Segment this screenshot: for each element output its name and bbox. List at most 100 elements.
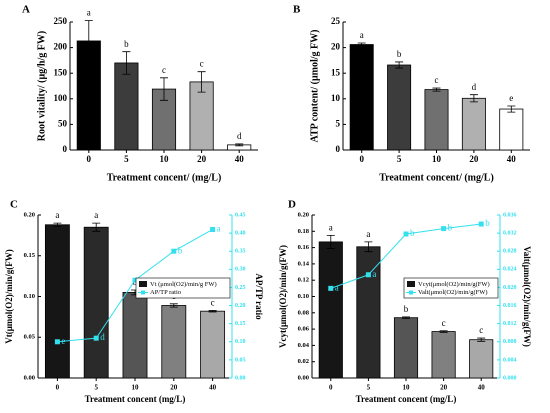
bar-letter: c (211, 297, 215, 307)
y2-tick-label: 0.05 (235, 357, 246, 363)
bar-letter: b (397, 49, 402, 59)
error-bar (122, 51, 131, 75)
point-letter: a (217, 224, 221, 234)
bar (393, 317, 419, 379)
y-tick-label: 0.05 (24, 334, 36, 341)
y-tick-label: 0.06 (298, 326, 310, 333)
x-tick-label: 20 (440, 384, 448, 392)
y2-tick-label: 0.008 (503, 339, 517, 345)
legend-swatch (407, 281, 415, 287)
point-letter: a (335, 282, 339, 292)
x-tick-label: 0 (359, 154, 364, 164)
y2-tick-label: 0.016 (503, 303, 517, 309)
y-tick-label: 0.12 (298, 277, 309, 284)
bar (499, 108, 524, 151)
y-tick-label: 20 (331, 42, 341, 52)
y-tick-label: 5 (336, 118, 341, 128)
x-tick-label: 0 (87, 154, 92, 164)
y2-tick-label: 0.032 (503, 230, 517, 236)
bar-letter: a (360, 30, 364, 40)
point-letter: a (372, 269, 376, 279)
bar-letter: c (442, 318, 446, 328)
x-axis-label: Treatment concent/ (mg/L) (107, 172, 222, 183)
x-tick-label: 20 (170, 384, 178, 392)
y-axis-label: ATP content/ (μmol/g FW) (309, 30, 320, 143)
y-tick-label: 150 (54, 67, 68, 77)
bar (424, 89, 449, 151)
y2-tick-label: 0.15 (235, 321, 246, 327)
y-tick-label: 50 (58, 118, 68, 128)
y-tick-label: 0.16 (298, 244, 310, 251)
point (478, 221, 484, 227)
y2-axis-label: AP/TP ratio (254, 273, 264, 320)
legend-swatch (139, 281, 147, 287)
bar-letter: d (472, 82, 477, 92)
bar-letter: a (329, 222, 333, 232)
legend-label: Vt (μmol(O2)/min/g FW) (150, 281, 217, 288)
y2-tick-label: 0.012 (503, 321, 517, 327)
y-axis-label: Vcyt(μmol(O2)/min/g(FW) (278, 245, 288, 348)
bar (318, 241, 343, 379)
y2-tick-label: 0.020 (503, 285, 517, 291)
error-bar (477, 337, 486, 342)
bar-letter: c (200, 59, 204, 69)
x-tick-label: 10 (432, 154, 442, 164)
bar (431, 331, 456, 379)
y-tick-label: 0.14 (298, 260, 310, 267)
x-tick-label: 0 (56, 384, 60, 392)
point (132, 277, 138, 283)
error-bar (507, 105, 516, 113)
point-letter: b (410, 228, 415, 238)
legend-label: Vcyt(μmol(O2)/min/g(FW) (418, 281, 490, 288)
error-bar (357, 42, 366, 47)
panel-label: C (10, 199, 18, 211)
panel-label: B (293, 4, 301, 16)
bar (200, 310, 226, 379)
y2-tick-label: 0.20 (235, 303, 246, 309)
error-bar (469, 94, 478, 103)
y2-axis-label: Valt(μmol(O2)/min/g(FW) (522, 246, 532, 347)
bar-letter: b (124, 39, 129, 49)
y2-tick-label: 0.000 (503, 375, 517, 381)
point-letter: e (61, 336, 65, 346)
point (54, 339, 60, 345)
bar-letter: a (94, 210, 98, 220)
y-tick-label: 0.04 (298, 342, 310, 349)
y-tick-label: 250 (54, 16, 68, 26)
point (93, 335, 99, 341)
y-tick-label: 10 (331, 93, 341, 103)
error-bar (84, 20, 93, 62)
y-tick-label: 0.20 (24, 211, 35, 218)
error-bar (53, 222, 62, 227)
y-tick-label: 0.20 (298, 211, 309, 218)
bar-letter: a (55, 210, 59, 220)
x-tick-label: 20 (469, 154, 479, 164)
x-tick-label: 40 (507, 154, 517, 164)
point-letter: b (485, 218, 490, 228)
bar-letter: c (162, 65, 166, 75)
point (171, 248, 177, 254)
bar (461, 97, 486, 151)
x-tick-label: 5 (367, 384, 371, 392)
legend-box (403, 277, 499, 299)
bar-letter: a (366, 229, 370, 239)
error-bar (92, 222, 101, 232)
bar-letter: b (404, 304, 409, 314)
legend-label: AP/TP ratio (150, 289, 181, 296)
x-tick-label: 5 (397, 154, 402, 164)
y-tick-label: 0.10 (298, 293, 309, 300)
point (365, 272, 371, 278)
error-bar (432, 87, 441, 92)
error-bar (208, 309, 217, 313)
point (328, 285, 334, 291)
bar-letter: c (435, 75, 439, 85)
error-bar (169, 303, 178, 308)
y2-tick-label: 0.40 (235, 230, 246, 236)
error-bar (364, 241, 373, 253)
bar-letter: e (509, 93, 513, 103)
legend-box (135, 277, 231, 299)
bar (122, 292, 148, 379)
error-bar (326, 234, 335, 249)
x-axis-label: Treatment concent/ (mg/L) (379, 172, 494, 183)
error-bar (160, 77, 168, 101)
